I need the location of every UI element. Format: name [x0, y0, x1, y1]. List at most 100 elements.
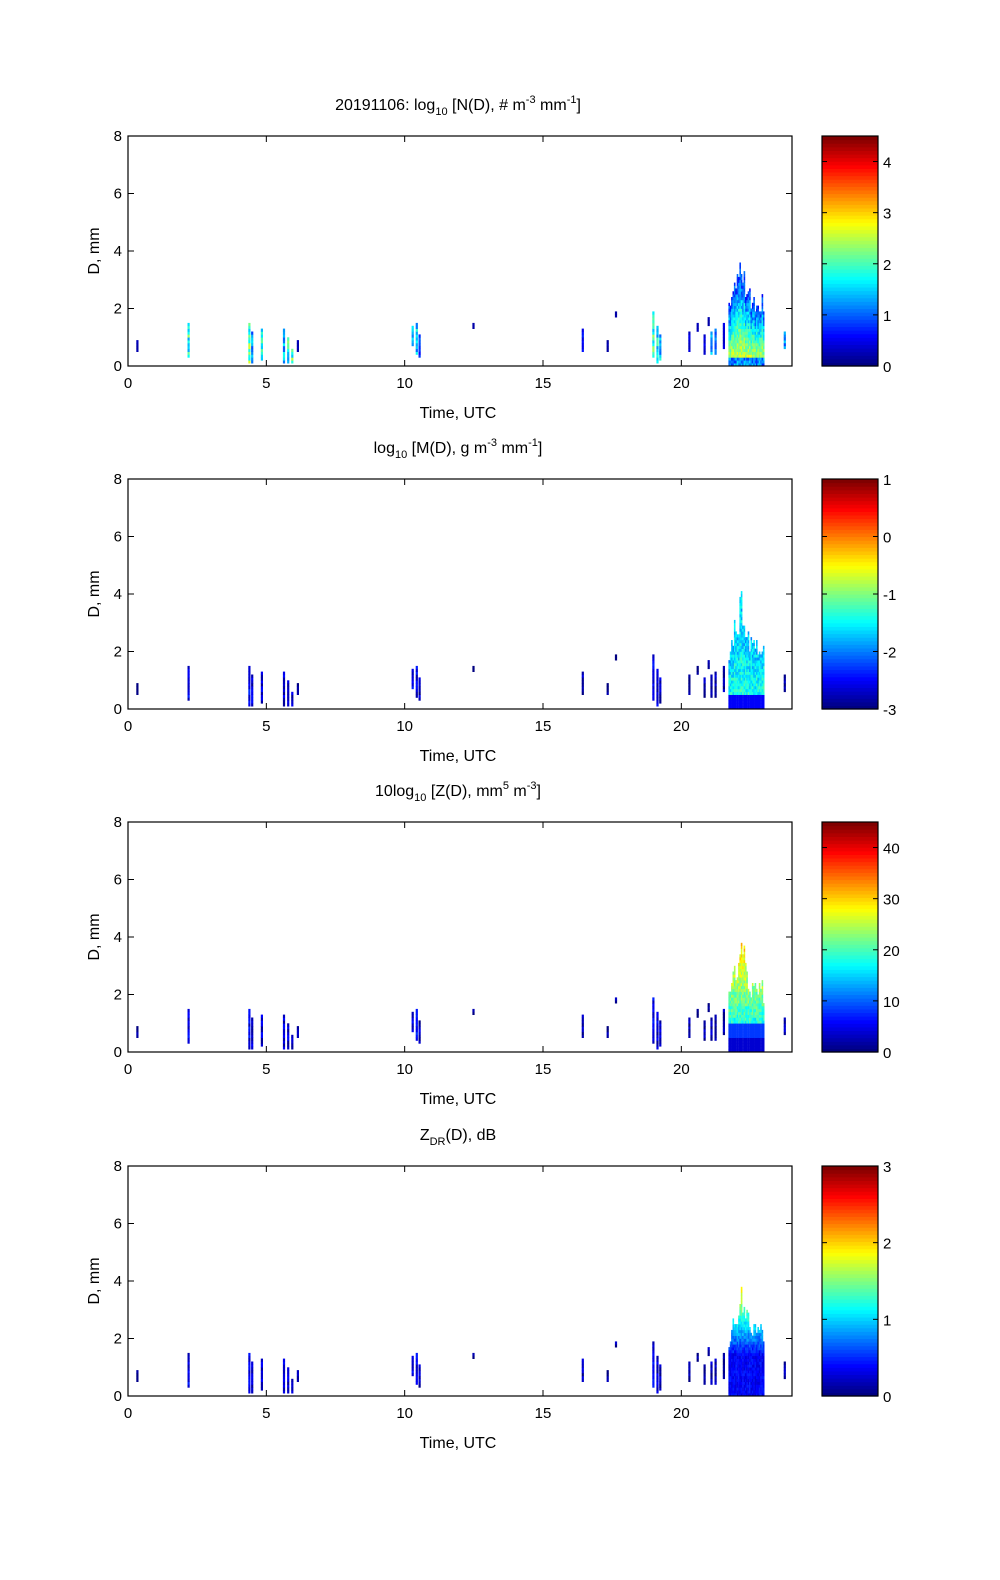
colorbar-step — [822, 1306, 878, 1311]
heatmap-cell — [738, 1014, 740, 1018]
heatmap-cell — [733, 354, 736, 358]
heatmap-cell — [415, 331, 418, 335]
colorbar-step — [822, 904, 878, 909]
heatmap-cell — [757, 1040, 759, 1044]
panel-title: log10 [M(D), g m-3 mm-1] — [374, 437, 543, 461]
heatmap-cell — [714, 1381, 717, 1385]
heatmap-cell — [754, 331, 757, 335]
heatmap-cell — [742, 1393, 744, 1397]
heatmap-cell — [710, 1367, 713, 1371]
heatmap-cell — [738, 322, 740, 327]
heatmap-cell — [729, 351, 732, 355]
heatmap-cell — [757, 1381, 759, 1385]
heatmap-cell — [703, 345, 706, 350]
heatmap-cell — [739, 706, 741, 710]
heatmap-cell — [656, 325, 659, 329]
heatmap-cell — [418, 340, 421, 344]
heatmap-cell — [714, 674, 717, 678]
heatmap-cell — [735, 686, 737, 690]
heatmap-cell — [733, 642, 736, 647]
colorbar-step — [822, 1201, 878, 1207]
heatmap-cell — [739, 962, 741, 967]
heatmap-cell — [707, 1347, 710, 1351]
heatmap-cell — [728, 1049, 730, 1053]
colorbar-step — [822, 529, 878, 534]
heatmap-cell — [729, 694, 732, 698]
heatmap-cell — [747, 1049, 750, 1053]
heatmap-cell — [761, 1332, 764, 1336]
heatmap-cell — [739, 299, 741, 304]
heatmap-cell — [743, 1049, 746, 1053]
heatmap-cell — [581, 343, 584, 347]
heatmap-cell — [735, 663, 737, 667]
heatmap-cell — [743, 1373, 746, 1377]
heatmap-cell — [736, 288, 739, 292]
heatmap-cell — [746, 1387, 748, 1391]
heatmap-cell — [733, 1373, 736, 1377]
colorbar-step — [822, 518, 878, 523]
heatmap-cell — [187, 668, 190, 672]
heatmap-cell — [749, 680, 751, 684]
heatmap-cell — [248, 351, 251, 355]
title-part: ] — [538, 440, 542, 457]
heatmap-cell — [656, 674, 659, 678]
title-part: Z — [420, 1127, 430, 1144]
heatmap-cell — [745, 1350, 747, 1354]
heatmap-cell — [736, 282, 739, 286]
heatmap-cell — [739, 660, 741, 664]
heatmap-cell — [729, 363, 732, 367]
heatmap-cell — [418, 1364, 421, 1368]
heatmap-cell — [758, 671, 761, 675]
heatmap-cell — [747, 1037, 750, 1041]
axes-box — [127, 1165, 793, 1397]
heatmap-cell — [251, 674, 254, 678]
heatmap-cell — [757, 674, 759, 678]
heatmap-cell — [761, 688, 764, 693]
heatmap-cell — [754, 1344, 757, 1348]
colorbar-step — [822, 157, 878, 162]
colorbar-step — [822, 926, 878, 931]
heatmap-cell — [260, 354, 263, 358]
panel-zd: 10log10 [Z(D), mm5 m-3]0 5 10 15 2002468Time… — [86, 780, 900, 1108]
heatmap-cell — [656, 1029, 659, 1033]
heatmap-cell — [740, 706, 743, 710]
y-axis-label: D, mm — [86, 227, 103, 274]
heatmap-cell — [742, 299, 744, 304]
heatmap-cell — [733, 1370, 736, 1374]
colorbar-step — [822, 143, 878, 148]
colorbar-step — [822, 1241, 878, 1246]
heatmap-cell — [729, 345, 732, 350]
heatmap-cell — [415, 1355, 418, 1359]
heatmap-cell — [260, 671, 263, 675]
heatmap-cell — [736, 345, 739, 350]
heatmap-cell — [736, 651, 739, 655]
heatmap-cell — [747, 668, 750, 672]
heatmap-cell — [760, 1338, 762, 1342]
heatmap-cell — [733, 654, 736, 658]
y-tick-label: 8 — [114, 128, 122, 145]
heatmap-cell — [740, 1037, 743, 1041]
heatmap-cell — [740, 663, 743, 667]
heatmap-cell — [740, 288, 743, 292]
heatmap-cell — [758, 1378, 761, 1382]
heatmap-cell — [743, 1306, 746, 1311]
heatmap-cell — [722, 1011, 725, 1015]
heatmap-cell — [754, 343, 757, 347]
title-part: [M(D), g m — [407, 440, 487, 457]
heatmap-cell — [750, 320, 753, 324]
heatmap-cell — [740, 337, 743, 341]
x-tick-label: 0 — [124, 718, 132, 735]
heatmap-cell — [760, 1023, 762, 1027]
heatmap-cell — [659, 691, 662, 695]
heatmap-cell — [732, 651, 735, 655]
heatmap-cell — [757, 680, 759, 684]
heatmap-cell — [746, 657, 748, 661]
heatmap-cell — [743, 299, 746, 304]
heatmap-cell — [756, 1037, 758, 1041]
y-tick-label: 6 — [114, 1216, 122, 1233]
heatmap-cell — [751, 663, 754, 667]
heatmap-cell — [296, 340, 299, 344]
heatmap-cell — [735, 334, 737, 338]
heatmap-cell — [751, 1000, 754, 1004]
heatmap-cell — [757, 1034, 759, 1038]
